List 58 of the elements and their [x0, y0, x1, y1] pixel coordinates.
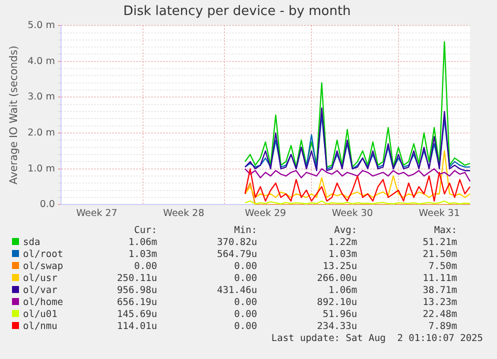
text: Min:: [233, 225, 258, 237]
text: 0.00: [233, 309, 258, 321]
text: 7.50m: [427, 261, 458, 273]
text: Last update: Sat Aug 2 01:10:07 2025: [271, 333, 483, 344]
text: 0.00: [233, 297, 258, 309]
legend-label: ol/swap: [22, 261, 64, 273]
text: 22.48m: [422, 309, 458, 321]
y-tick-label: 3.0 m: [28, 92, 55, 103]
text: 13.23m: [422, 297, 458, 309]
text: 656.19u: [116, 297, 158, 309]
x-tick-label: Week 31: [418, 208, 460, 219]
chart-title: Disk latency per device - by month: [123, 4, 351, 20]
text: 1.06m: [327, 285, 358, 297]
text: Max:: [433, 225, 458, 237]
x-tick-label: Week 28: [163, 208, 204, 219]
y-tick-label: 0.0: [40, 199, 55, 210]
text: 145.69u: [116, 309, 158, 321]
legend-label: ol/var: [22, 285, 58, 297]
text: 0.00: [133, 261, 158, 273]
text: 0.00: [233, 273, 258, 285]
text: 956.98u: [116, 285, 158, 297]
text: 1.03m: [127, 249, 158, 261]
text: 38.71m: [422, 285, 458, 297]
x-tick-label: Week 29: [244, 208, 286, 219]
y-tick-label: 1.0 m: [28, 163, 55, 174]
legend-label: ol/u01: [22, 309, 58, 321]
text: 564.79u: [216, 249, 258, 261]
text: 266.00u: [316, 273, 358, 285]
text: Cur:: [133, 225, 158, 237]
text: 51.96u: [322, 309, 358, 321]
text: 1.22m: [327, 237, 358, 249]
text: 234.33u: [316, 321, 358, 333]
legend-label: ol/root: [22, 249, 64, 261]
text: 431.46u: [216, 285, 258, 297]
text: 11.11m: [422, 273, 458, 285]
text: 1.03m: [327, 249, 358, 261]
text: 250.11u: [116, 273, 158, 285]
legend-label: ol/nmu: [22, 321, 58, 333]
text: 21.50m: [422, 249, 458, 261]
legend-label: sda: [22, 237, 42, 249]
y-axis-title: Average IO Wait (seconds): [8, 46, 20, 184]
legend-label: ol/usr: [22, 273, 58, 285]
y-tick-label: 4.0 m: [28, 56, 55, 67]
y-tick-label: 5.0 m: [28, 20, 55, 32]
x-tick-label: Week 27: [76, 208, 118, 219]
text: 114.01u: [116, 321, 158, 333]
text: 370.82u: [216, 237, 258, 249]
text: 7.89m: [427, 321, 458, 333]
text: 892.10u: [316, 297, 358, 309]
text: 13.25u: [322, 261, 358, 273]
text: 1.06m: [127, 237, 158, 249]
y-tick-label: 2.0 m: [28, 127, 55, 138]
text: 0.00: [233, 321, 258, 333]
text: Avg:: [333, 225, 358, 237]
text: 51.21m: [422, 237, 458, 249]
legend-label: ol/home: [22, 297, 64, 309]
x-tick-label: Week 30: [332, 208, 373, 219]
text: 0.00: [233, 261, 258, 273]
